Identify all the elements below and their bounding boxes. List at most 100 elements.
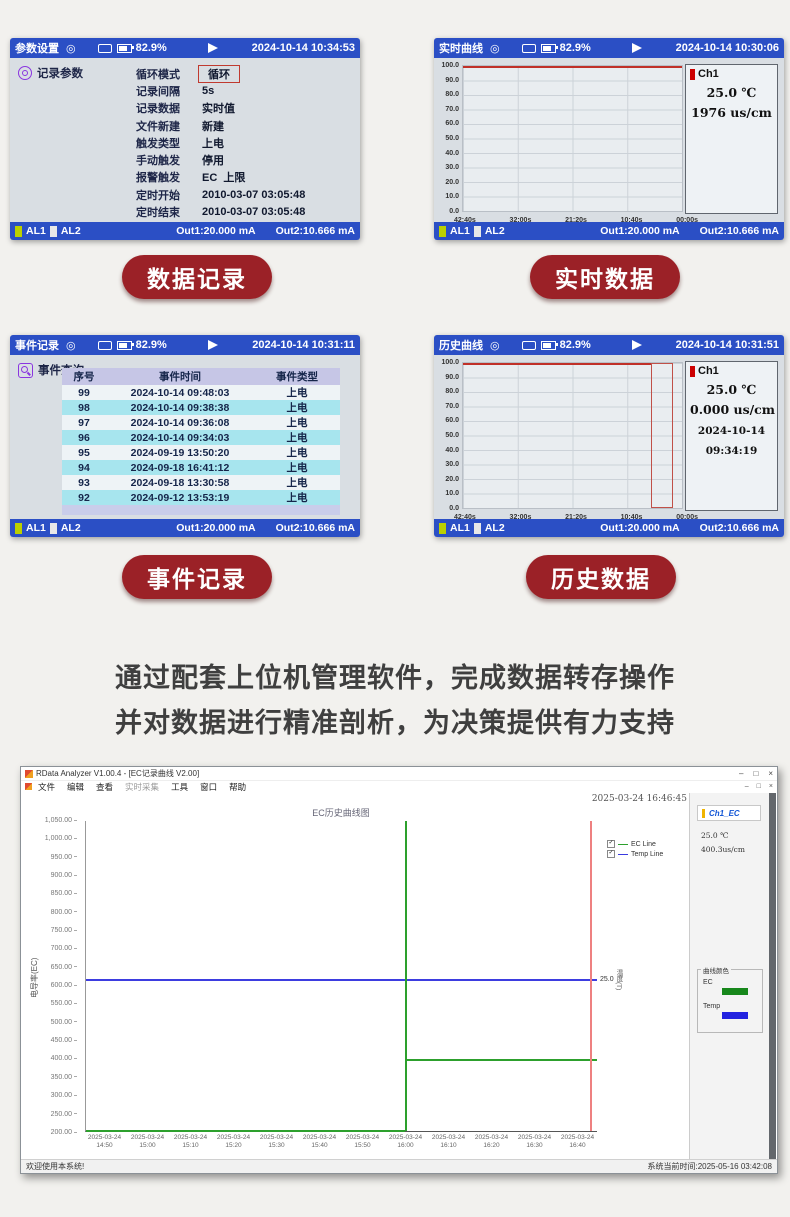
param-field: 记录间隔 5s xyxy=(136,82,305,99)
plot-area xyxy=(85,821,597,1132)
y-tick: 1,000.00 xyxy=(45,835,77,842)
x-tick-date: 2025-03-24 xyxy=(302,1134,337,1141)
legend-item-ec[interactable]: ✓ EC Line xyxy=(607,839,663,849)
record-target-icon xyxy=(18,66,32,80)
event-table-row[interactable]: 99 2024-10-14 09:48:03 上电 xyxy=(62,385,340,400)
temp-line-sample xyxy=(618,853,628,855)
param-label: 文件新建 xyxy=(136,120,180,133)
out2-value: Out2:10.666 mA xyxy=(275,522,355,534)
channel-row: Ch1 xyxy=(690,68,773,80)
caption-history-data: 历史数据 xyxy=(526,555,676,599)
al2-label: AL2 xyxy=(60,225,81,237)
param-field: 手动触发 停用 xyxy=(136,151,305,168)
menu-item[interactable]: 文件 xyxy=(38,781,56,792)
param-value[interactable]: 实时值 xyxy=(202,103,235,116)
menu-item[interactable]: 实时采集 xyxy=(125,781,160,792)
window-control-button[interactable]: × xyxy=(768,769,773,778)
x-tick: 2025-03-24 14:50 xyxy=(83,1134,126,1150)
y-tick: 950.00 xyxy=(51,854,77,861)
al1-label: AL1 xyxy=(26,522,46,534)
event-table-row[interactable]: 98 2024-10-14 09:38:38 上电 xyxy=(62,400,340,415)
param-value[interactable]: 停用 xyxy=(202,155,224,168)
y-tick: 60.0 xyxy=(445,417,459,425)
x-tick: 00:00s xyxy=(676,217,698,224)
param-value[interactable]: 2010-03-07 03:05:48 xyxy=(202,206,306,219)
x-tick: 2025-03-24 15:10 xyxy=(169,1134,212,1150)
status-bar: 欢迎使用本系统! 系统当前时间:2025-05-16 03:42:08 xyxy=(21,1159,777,1173)
x-tick-date: 2025-03-24 xyxy=(87,1134,122,1141)
splitter-bar[interactable] xyxy=(769,793,776,1159)
out2-value: Out2:10.666 mA xyxy=(699,225,779,237)
event-table-row[interactable]: 93 2024-09-18 13:30:58 上电 xyxy=(62,475,340,490)
event-time: 2024-10-14 09:38:38 xyxy=(130,401,230,414)
x-tick: 2025-03-24 15:20 xyxy=(212,1134,255,1150)
play-icon xyxy=(632,340,642,350)
battery-icon xyxy=(116,43,134,53)
x-tick: 2025-03-24 15:40 xyxy=(298,1134,341,1150)
y-tick: 40.0 xyxy=(445,446,459,454)
param-field: 循环模式 循环 xyxy=(136,64,305,83)
menu-item[interactable]: 窗口 xyxy=(200,781,218,792)
menu-item[interactable]: 工具 xyxy=(171,781,189,792)
event-seq: 98 xyxy=(78,401,90,414)
checkbox-icon[interactable]: ✓ xyxy=(607,840,615,848)
menu-item[interactable]: 编辑 xyxy=(67,781,85,792)
event-table-row[interactable]: 95 2024-09-19 13:50:20 上电 xyxy=(62,445,340,460)
history-cursor-band[interactable] xyxy=(651,363,674,508)
x-tick-date: 2025-03-24 xyxy=(173,1134,208,1141)
y-tick: 0.0 xyxy=(449,504,459,512)
menu-item[interactable]: 查看 xyxy=(96,781,114,792)
param-value[interactable]: 新建 xyxy=(202,120,224,133)
checkbox-icon[interactable]: ✓ xyxy=(607,850,615,858)
window-control-button[interactable]: □ xyxy=(753,769,759,778)
description-line-1: 通过配套上位机管理软件，完成数据转存操作 xyxy=(115,663,675,693)
out1-value: Out1:20.000 mA xyxy=(600,225,680,237)
usb-icon xyxy=(521,43,536,53)
x-tick-time: 16:20 xyxy=(483,1142,500,1149)
status-message: 欢迎使用本系统! xyxy=(26,1162,85,1171)
channel-badge[interactable]: Ch1_EC xyxy=(697,805,761,821)
out2-value: Out2:10.666 mA xyxy=(699,522,779,534)
param-value[interactable]: 2010-03-07 03:05:48 xyxy=(202,188,306,201)
x-tick: 21:20s xyxy=(565,217,587,224)
param-value[interactable]: EC 上限 xyxy=(202,172,246,185)
mdi-control-button[interactable]: – xyxy=(744,783,749,790)
current-time-cursor[interactable] xyxy=(590,821,592,1131)
x-tick: 2025-03-24 15:50 xyxy=(341,1134,384,1150)
device-datetime: 2024-10-14 10:30:06 xyxy=(675,42,779,54)
mdi-control-button[interactable]: □ xyxy=(756,783,761,790)
battery-icon xyxy=(116,340,134,350)
x-tick: 32:00s xyxy=(509,514,532,521)
play-icon xyxy=(632,43,642,53)
magnifier-icon xyxy=(18,362,33,378)
al1-label: AL1 xyxy=(450,225,470,237)
battery-icon xyxy=(540,340,558,350)
al2-label: AL2 xyxy=(484,522,505,534)
description-line-2: 并对数据进行精准剖析，为决策提供有力支持 xyxy=(115,708,675,738)
event-time: 2024-09-18 13:30:58 xyxy=(130,476,230,489)
event-table-row[interactable]: 96 2024-10-14 09:34:03 上电 xyxy=(62,430,340,445)
param-value[interactable]: 循环 xyxy=(198,64,240,83)
event-table-row[interactable]: 97 2024-10-14 09:36:08 上电 xyxy=(62,415,340,430)
document-icon xyxy=(25,783,32,790)
legend-item-temp[interactable]: ✓ Temp Line xyxy=(607,849,663,859)
al1-label: AL1 xyxy=(450,522,470,534)
param-value[interactable]: 5s xyxy=(202,84,215,97)
event-table-row[interactable]: 94 2024-09-18 16:41:12 上电 xyxy=(62,460,340,475)
realtime-chart: 100.0 90.0 80.0 70.0 60.0 50.0 40.0 30.0 20.0 10.… xyxy=(438,62,780,224)
x-tick-time: 16:40 xyxy=(569,1142,586,1149)
y-tick: 650.00 xyxy=(51,964,77,971)
y-tick: 20.0 xyxy=(445,475,459,483)
event-table-row[interactable]: 92 2024-09-12 13:53:19 上电 xyxy=(62,490,340,505)
system-time: 系统当前时间:2025-05-16 03:42:08 xyxy=(647,1162,772,1171)
al1-indicator xyxy=(15,225,22,237)
event-type: 上电 xyxy=(286,447,308,459)
menu-item[interactable]: 帮助 xyxy=(229,781,247,792)
window-control-button[interactable]: – xyxy=(739,769,744,778)
device-screen-realtime-curve: 实时曲线 ◎ 82.9% 2024-10-14 10:30:06 100.0 90… xyxy=(434,38,784,240)
window-controls: – □ × xyxy=(739,769,773,778)
mdi-control-button[interactable]: × xyxy=(768,783,773,790)
menubar: 文件 编辑 查看 实时采集 工具 窗口 帮助 – □ × xyxy=(21,780,777,794)
param-value[interactable]: 上电 xyxy=(202,137,224,150)
